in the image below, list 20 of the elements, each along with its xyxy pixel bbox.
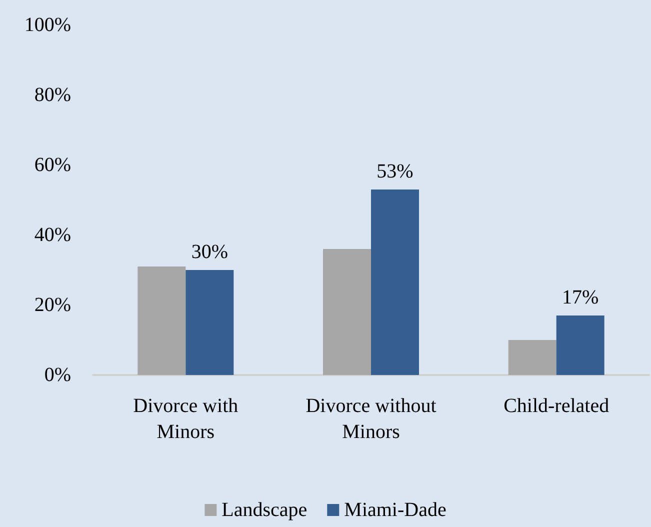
legend-label: Miami-Dade: [344, 499, 446, 521]
data-label: 53%: [376, 160, 414, 182]
y-tick-label: 80%: [34, 84, 71, 106]
y-tick-label: 100%: [24, 14, 71, 36]
bar: [138, 266, 186, 375]
y-tick-label: 40%: [34, 224, 71, 246]
bar: [556, 316, 604, 375]
bar: [371, 190, 419, 375]
bar: [186, 270, 234, 375]
x-tick-label: Child-related: [504, 395, 610, 417]
data-label: 17%: [562, 286, 599, 308]
y-tick-label: 20%: [34, 294, 71, 316]
y-tick-label: 0%: [44, 364, 71, 386]
bar: [323, 249, 371, 375]
y-tick-label: 60%: [34, 154, 71, 176]
bar: [508, 340, 556, 375]
x-tick-label: Divorce without Minors: [306, 395, 437, 443]
x-tick-label: Divorce with Minors: [133, 395, 238, 443]
data-label: 30%: [191, 241, 228, 263]
legend-label: Landscape: [222, 499, 308, 521]
